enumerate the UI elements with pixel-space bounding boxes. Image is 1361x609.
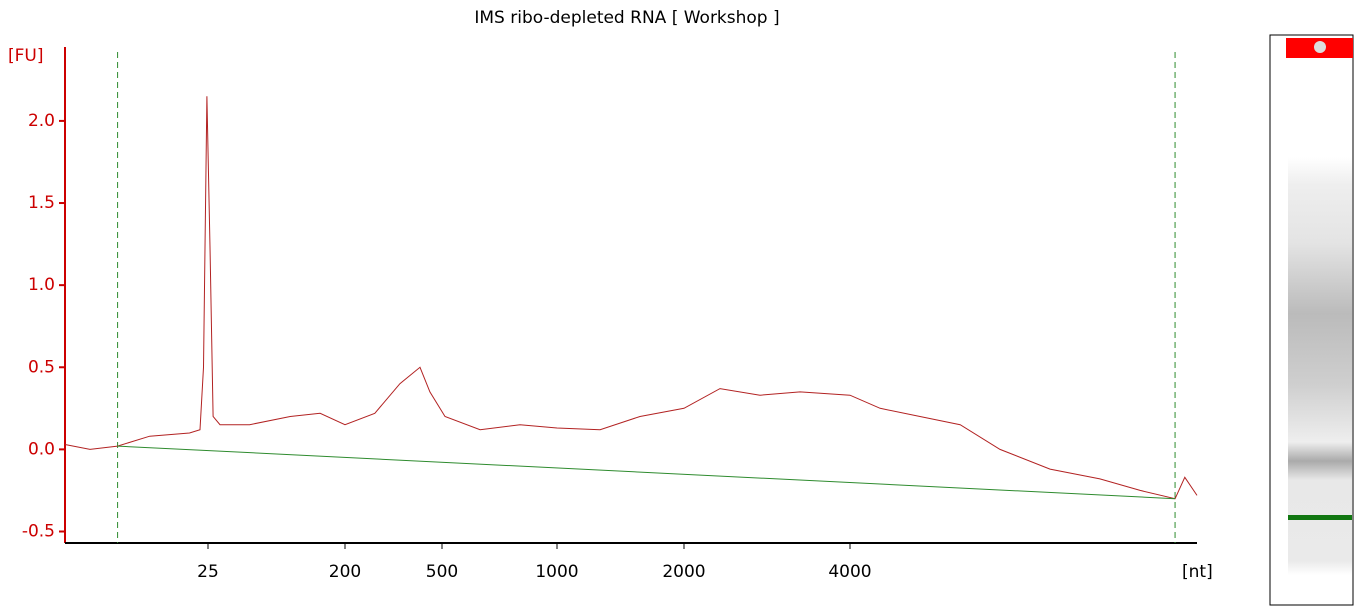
x-tick-label: 1000	[535, 562, 578, 582]
y-tick-label: 1.0	[28, 275, 55, 295]
x-tick-label: 4000	[828, 562, 871, 582]
y-tick-label: 1.5	[28, 193, 55, 213]
chart-title: IMS ribo-depleted RNA [ Workshop ]	[474, 8, 779, 28]
x-tick-label: 200	[329, 562, 361, 582]
y-tick-label: 0.0	[28, 439, 55, 459]
x-tick-label: 2000	[662, 562, 705, 582]
gel-lane	[1269, 34, 1354, 606]
y-tick-label: -0.5	[22, 522, 55, 542]
y-axis-label: [FU]	[8, 46, 44, 66]
trace	[64, 96, 1198, 500]
y-tick-label: 0.5	[28, 357, 55, 377]
x-axis-label: [nt]	[1182, 562, 1213, 582]
y-tick-label: 2.0	[28, 111, 55, 131]
x-tick-label: 25	[197, 562, 219, 582]
x-tick-label: 500	[426, 562, 458, 582]
baseline	[117, 445, 1176, 500]
